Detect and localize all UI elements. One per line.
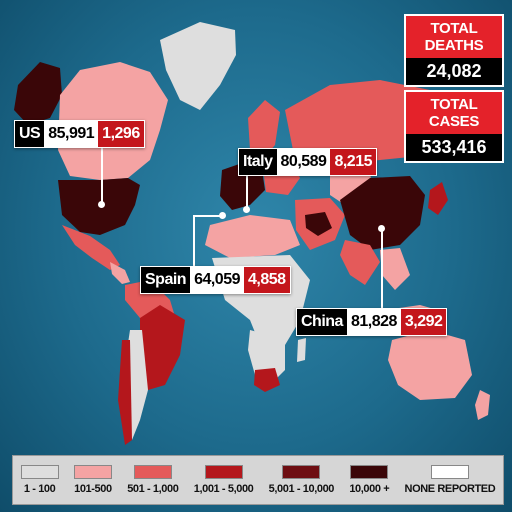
italy-leader-line	[246, 170, 248, 210]
legend-item: NONE REPORTED	[405, 465, 496, 495]
callout-spain-cases: 64,059	[190, 267, 244, 293]
callout-china: China 81,828 3,292	[296, 308, 448, 336]
callout-italy-country: Italy	[239, 149, 277, 175]
callout-italy-deaths: 8,215	[330, 149, 376, 175]
legend-swatch	[204, 465, 243, 479]
legend-label: 5,001 - 10,000	[268, 483, 335, 495]
legend-item: 10,000 +	[349, 465, 390, 495]
total-cases-label: TOTAL CASES	[406, 92, 502, 134]
callout-spain-country: Spain	[141, 267, 191, 293]
callout-italy: Italy 80,589 8,215	[238, 148, 377, 176]
korea-japan	[428, 182, 448, 215]
madagascar	[297, 338, 306, 362]
australia	[388, 330, 472, 400]
legend-label: NONE REPORTED	[404, 483, 496, 495]
spain-leader-line-h	[193, 215, 221, 217]
callout-us-country: US	[15, 121, 45, 147]
legend-swatch	[282, 465, 321, 479]
iran	[305, 212, 332, 236]
total-deaths-label: TOTAL DEATHS	[406, 16, 502, 58]
legend-item: 101-500	[73, 465, 112, 495]
legend-swatch	[350, 465, 389, 479]
china	[340, 176, 425, 250]
legend-label: 1,001 - 5,000	[193, 483, 254, 495]
callout-us-cases: 85,991	[44, 121, 99, 147]
legend-swatch	[430, 465, 469, 479]
italy-location-dot	[243, 206, 250, 213]
legend-label: 1 - 100	[23, 483, 56, 495]
callout-china-deaths: 3,292	[400, 309, 447, 335]
callout-china-country: China	[297, 309, 347, 335]
total-deaths-value: 24,082	[406, 58, 502, 85]
legend-item: 5,001 - 10,000	[269, 465, 334, 495]
south-africa	[254, 368, 280, 392]
us-location-dot	[98, 201, 105, 208]
legend-swatch	[20, 465, 59, 479]
greenland	[160, 22, 236, 110]
legend-label: 10,000 +	[349, 483, 390, 495]
spain-location-dot	[219, 212, 226, 219]
new-zealand	[475, 390, 490, 420]
legend-swatch	[73, 465, 112, 479]
callout-italy-cases: 80,589	[276, 149, 331, 175]
central-america	[110, 262, 130, 284]
us-leader-line	[101, 134, 103, 204]
total-deaths-box: TOTAL DEATHS 24,082	[404, 14, 504, 87]
map-legend: 1 - 100 101-500 501 - 1,000 1,001 - 5,00…	[12, 455, 504, 505]
spain-leader-line	[193, 215, 195, 270]
mexico	[62, 225, 120, 270]
china-location-dot	[378, 225, 385, 232]
callout-spain-deaths: 4,858	[244, 267, 290, 293]
total-cases-value: 533,416	[406, 134, 502, 161]
legend-label: 101-500	[74, 483, 112, 495]
india	[340, 240, 380, 285]
southeast-asia	[380, 248, 410, 290]
china-leader-line	[381, 228, 383, 310]
chile	[118, 340, 132, 445]
legend-item: 501 - 1,000	[127, 465, 179, 495]
callout-spain: Spain 64,059 4,858	[140, 266, 291, 294]
brazil	[140, 305, 185, 390]
callout-china-cases: 81,828	[346, 309, 401, 335]
scandinavia	[248, 100, 280, 160]
alaska	[14, 62, 62, 125]
callout-us-deaths: 1,296	[98, 121, 144, 147]
legend-item: 1,001 - 5,000	[194, 465, 254, 495]
legend-swatch	[133, 465, 172, 479]
callout-us: US 85,991 1,296	[14, 120, 145, 148]
total-cases-box: TOTAL CASES 533,416	[404, 90, 504, 163]
legend-label: 501 - 1,000	[127, 483, 179, 495]
north-africa	[205, 215, 300, 258]
legend-item: 1 - 100	[20, 465, 59, 495]
